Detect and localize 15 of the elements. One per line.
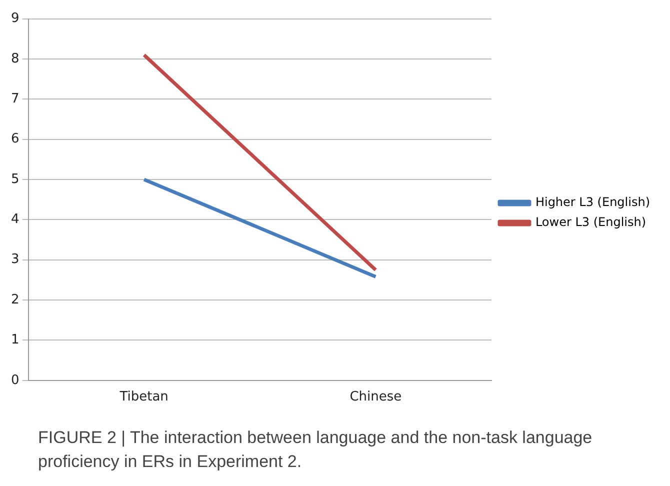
y-tick-label: 6 bbox=[10, 132, 20, 147]
x-tick-label: Chinese bbox=[350, 390, 402, 405]
y-tick-label: 0 bbox=[10, 372, 20, 388]
caption: FIGURE 2 | The interaction between language and the non-task language proficiency in ERs in Experiment 2. bbox=[38, 427, 594, 473]
legend-label: Higher L3 (English) bbox=[535, 195, 650, 210]
x-tick-label: Tibetan bbox=[118, 390, 168, 405]
y-tick-label: 7 bbox=[10, 92, 20, 107]
y-tick-label: 9 bbox=[10, 11, 20, 26]
y-tick-label: 2 bbox=[10, 292, 20, 308]
legend-label: Lower L3 (English) bbox=[535, 215, 646, 230]
y-tick-label: 5 bbox=[10, 172, 20, 187]
y-tick-label: 1 bbox=[10, 332, 20, 348]
y-tick-label: 8 bbox=[10, 51, 20, 66]
y-tick-label: 4 bbox=[10, 212, 20, 228]
y-tick-label: 3 bbox=[10, 252, 20, 268]
